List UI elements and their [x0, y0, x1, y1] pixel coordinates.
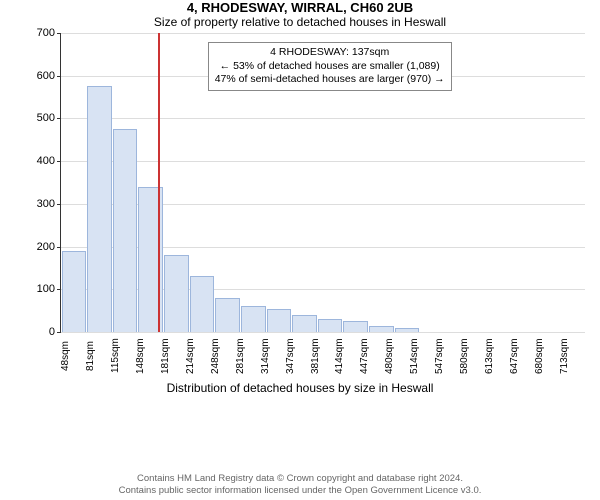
x-tick: 381sqm — [311, 336, 336, 376]
x-tick: 281sqm — [236, 336, 261, 376]
bar — [395, 328, 420, 332]
x-tick: 514sqm — [410, 336, 435, 376]
bar — [113, 129, 138, 332]
x-tick: 613sqm — [485, 336, 510, 376]
bar — [62, 251, 87, 332]
page-title: 4, RHODESWAY, WIRRAL, CH60 2UB — [0, 0, 600, 15]
x-tick: 81sqm — [86, 336, 111, 376]
x-tick: 248sqm — [211, 336, 236, 376]
x-axis-label: Distribution of detached houses by size … — [0, 381, 600, 395]
footer-line2: Contains public sector information licen… — [0, 485, 600, 496]
y-tick-mark — [57, 332, 61, 333]
bar — [190, 276, 215, 332]
x-tick: 580sqm — [460, 336, 485, 376]
bar — [215, 298, 240, 332]
x-tick: 148sqm — [136, 336, 161, 376]
x-tick: 48sqm — [61, 336, 86, 376]
x-tick: 314sqm — [261, 336, 286, 376]
footer-line1: Contains HM Land Registry data © Crown c… — [0, 473, 600, 484]
x-tick: 480sqm — [385, 336, 410, 376]
x-tick: 547sqm — [435, 336, 460, 376]
bar — [343, 321, 368, 332]
plot-region: 4 RHODESWAY: 137sqm ← 53% of detached ho… — [60, 33, 585, 333]
x-tick: 713sqm — [560, 336, 585, 376]
annotation-line3: 47% of semi-detached houses are larger (… — [215, 73, 445, 87]
x-tick: 181sqm — [161, 336, 186, 376]
gridline — [61, 332, 585, 333]
annotation-box: 4 RHODESWAY: 137sqm ← 53% of detached ho… — [208, 42, 452, 91]
annotation-line1: 4 RHODESWAY: 137sqm — [215, 46, 445, 60]
x-tick: 680sqm — [535, 336, 560, 376]
x-tick: 447sqm — [360, 336, 385, 376]
bar — [267, 309, 292, 332]
x-tick: 414sqm — [335, 336, 360, 376]
x-tick: 647sqm — [510, 336, 535, 376]
bar — [292, 315, 317, 332]
footer: Contains HM Land Registry data © Crown c… — [0, 473, 600, 496]
annotation-line2: ← 53% of detached houses are smaller (1,… — [215, 60, 445, 74]
bar — [318, 319, 343, 332]
reference-line — [158, 33, 160, 332]
bar — [87, 86, 112, 332]
bar — [369, 326, 394, 332]
x-tick: 115sqm — [111, 336, 136, 376]
x-tick-labels: 48sqm81sqm115sqm148sqm181sqm214sqm248sqm… — [61, 332, 585, 376]
bar — [164, 255, 189, 332]
x-tick: 214sqm — [186, 336, 211, 376]
chart-area: Number of detached properties 4 RHODESWA… — [60, 33, 585, 373]
page-subtitle: Size of property relative to detached ho… — [0, 15, 600, 29]
bar — [241, 306, 266, 332]
x-tick: 347sqm — [286, 336, 311, 376]
